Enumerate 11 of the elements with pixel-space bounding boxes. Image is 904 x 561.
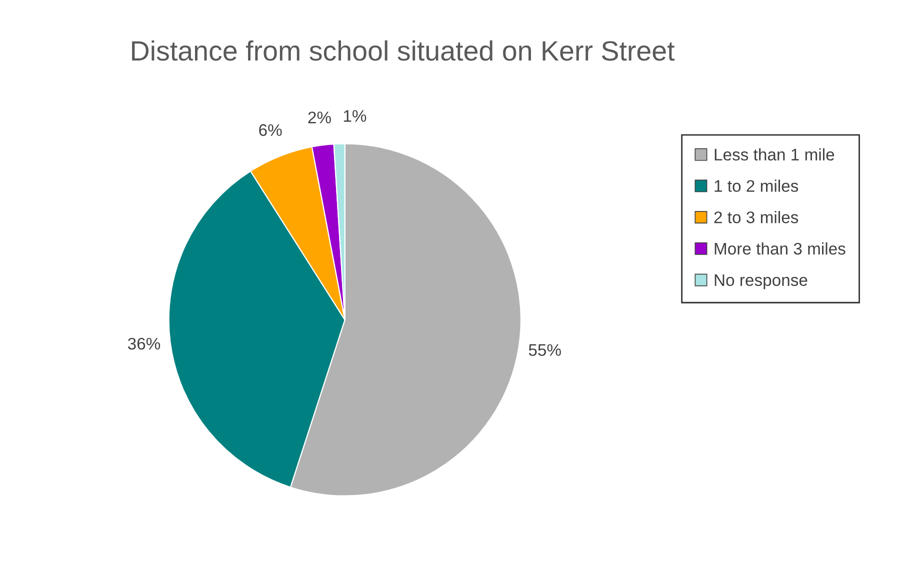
data-label: 55% <box>528 344 561 356</box>
data-label: 1% <box>344 110 366 122</box>
data-label: 36% <box>128 338 160 350</box>
legend-label: 2 to 3 miles <box>714 211 798 224</box>
data-label: 6% <box>259 124 282 136</box>
legend-label: No response <box>714 274 808 290</box>
legend-label: Less than 1 mile <box>714 148 834 161</box>
data-label: 2% <box>308 112 331 124</box>
chart-title: Distance from school situated on Kerr Street <box>132 40 675 61</box>
legend-label: More than 3 miles <box>714 242 846 255</box>
legend-label: 1 to 2 miles <box>714 180 798 192</box>
